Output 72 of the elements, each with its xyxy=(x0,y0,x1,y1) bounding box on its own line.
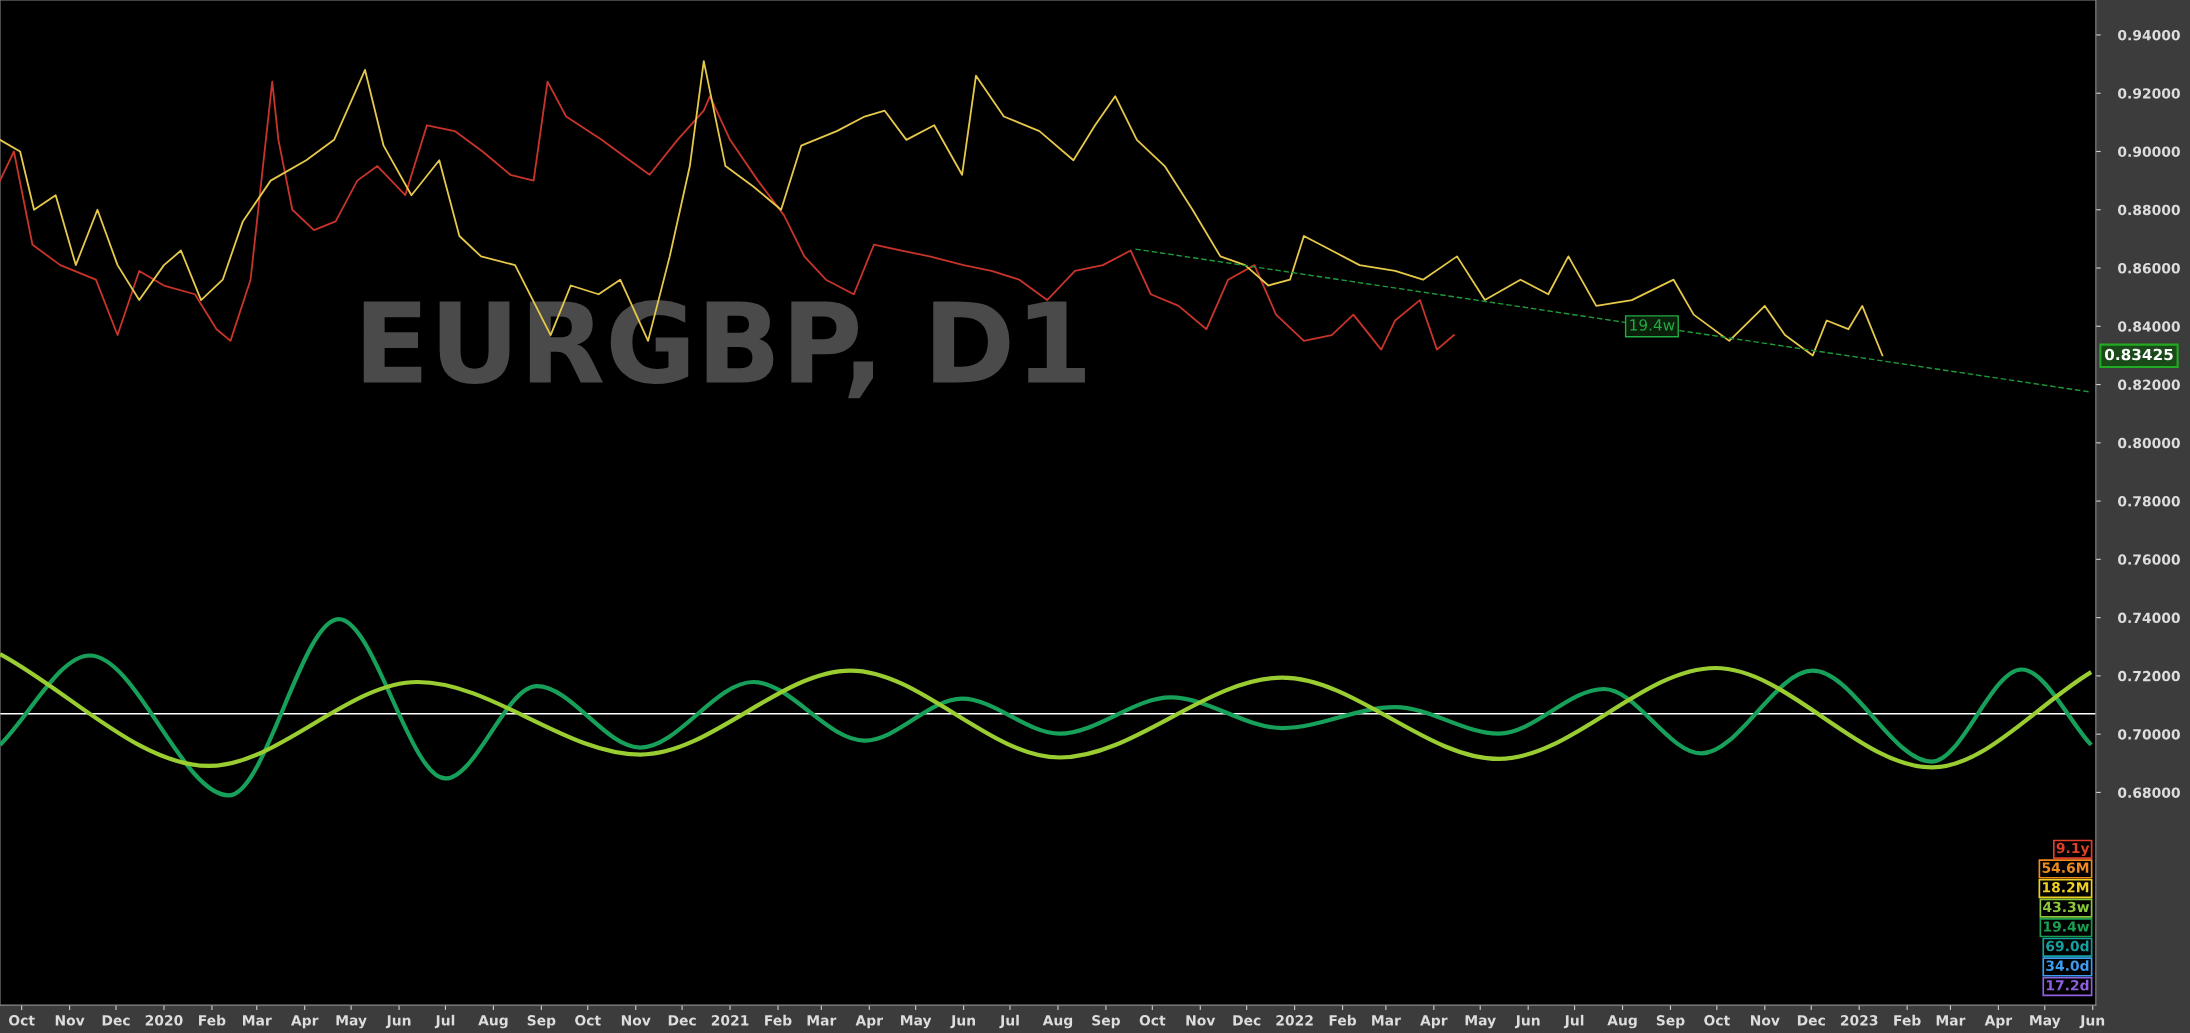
x-tick-label: Mar xyxy=(1936,1015,1966,1026)
text: EURGBP, D1 xyxy=(363,299,1085,399)
x-tick-label: Oct xyxy=(9,1015,35,1026)
x-tick-label: Jul xyxy=(434,1014,455,1029)
x-tick-label: May xyxy=(2030,1015,2061,1029)
x-tick-label: Aug xyxy=(478,1015,508,1029)
x-tick-label: Dec xyxy=(1233,1015,1261,1026)
x-tick-label: Jun xyxy=(2079,1015,2105,1029)
y-tick-label: 0.86000 xyxy=(2118,263,2180,274)
x-tick-label: Nov xyxy=(1750,1015,1780,1026)
x-tick-label: Sep xyxy=(527,1015,556,1029)
annotation: 17.2d xyxy=(2046,979,2089,991)
annotation: 54.6M xyxy=(2042,862,2089,873)
annotation: 9.1y xyxy=(2056,842,2090,857)
annotation: 19.4w xyxy=(2044,921,2090,932)
y-tick-label: 0.92000 xyxy=(2118,88,2180,99)
x-tick-label: Nov xyxy=(621,1015,651,1026)
x-tick-label: Feb xyxy=(199,1014,226,1026)
x-tick-label: Jun xyxy=(1514,1015,1540,1029)
x-tick-label: Oct xyxy=(1139,1015,1166,1026)
x-tick-label: Jul xyxy=(1563,1014,1584,1029)
x-tick-label: 2020 xyxy=(145,1015,183,1026)
line-series xyxy=(0,651,2094,770)
x-tick-label: Mar xyxy=(807,1015,837,1026)
x-tick-label: Oct xyxy=(1704,1015,1730,1026)
x-tick-label: Dec xyxy=(1797,1015,1825,1026)
x-tick-label: Oct xyxy=(575,1015,601,1026)
x-tick-label: 2021 xyxy=(711,1015,749,1026)
x-tick-label: Nov xyxy=(1186,1015,1216,1026)
x-tick-label: Apr xyxy=(855,1015,883,1029)
x-tick-label: Mar xyxy=(1372,1015,1401,1026)
x-tick-label: Dec xyxy=(668,1015,696,1026)
y-tick-label: 0.88000 xyxy=(2118,204,2180,216)
x-tick-label: Jun xyxy=(950,1015,975,1029)
x-tick-label: Sep xyxy=(1656,1015,1685,1029)
text: 0.83425 xyxy=(2104,348,2173,361)
annotation: 18.2M xyxy=(2043,882,2089,893)
y-tick-label: 0.84000 xyxy=(2118,321,2180,332)
x-tick-label: Aug xyxy=(1607,1015,1637,1029)
annotation: 69.0d xyxy=(2046,940,2089,952)
x-tick-label: Mar xyxy=(243,1015,272,1026)
x-tick-label: Jul xyxy=(999,1014,1019,1029)
line-series xyxy=(0,617,2094,798)
y-tick-label: 0.78000 xyxy=(2118,496,2180,507)
x-tick-label: May xyxy=(1465,1015,1496,1029)
x-tick-label: Jun xyxy=(385,1015,411,1029)
x-tick-label: Feb xyxy=(765,1014,792,1026)
y-tick-label: 0.72000 xyxy=(2118,670,2180,682)
x-tick-label: Nov xyxy=(55,1015,85,1026)
x-tick-label: Aug xyxy=(1042,1015,1073,1029)
y-tick-label: 0.94000 xyxy=(2118,29,2180,41)
y-tick-label: 0.68000 xyxy=(2118,787,2180,798)
y-tick-label: 0.74000 xyxy=(2118,612,2180,624)
x-tick-label: 2022 xyxy=(1276,1015,1313,1026)
x-tick-label: May xyxy=(336,1015,367,1029)
x-tick-label: Dec xyxy=(102,1015,130,1026)
x-tick-label: 2023 xyxy=(1840,1015,1878,1026)
x-tick-label: Feb xyxy=(1894,1014,1921,1026)
x-tick-label: Apr xyxy=(1420,1015,1448,1029)
y-tick-label: 0.76000 xyxy=(2118,554,2180,565)
y-tick-label: 0.82000 xyxy=(2118,379,2180,391)
y-tick-label: 0.70000 xyxy=(2118,729,2180,740)
x-tick-label: Feb xyxy=(1329,1014,1357,1026)
annotation: 19.4w xyxy=(1630,319,1675,331)
x-tick-label: Apr xyxy=(1984,1015,2013,1029)
annotation: 43.3w xyxy=(2043,901,2090,913)
annotation: 34.0d xyxy=(2046,960,2089,971)
x-tick-label: Sep xyxy=(1092,1015,1120,1029)
x-tick-label: Apr xyxy=(291,1015,319,1029)
y-tick-label: 0.90000 xyxy=(2118,146,2180,157)
x-tick-label: May xyxy=(901,1015,932,1029)
y-tick-label: 0.80000 xyxy=(2118,437,2180,449)
